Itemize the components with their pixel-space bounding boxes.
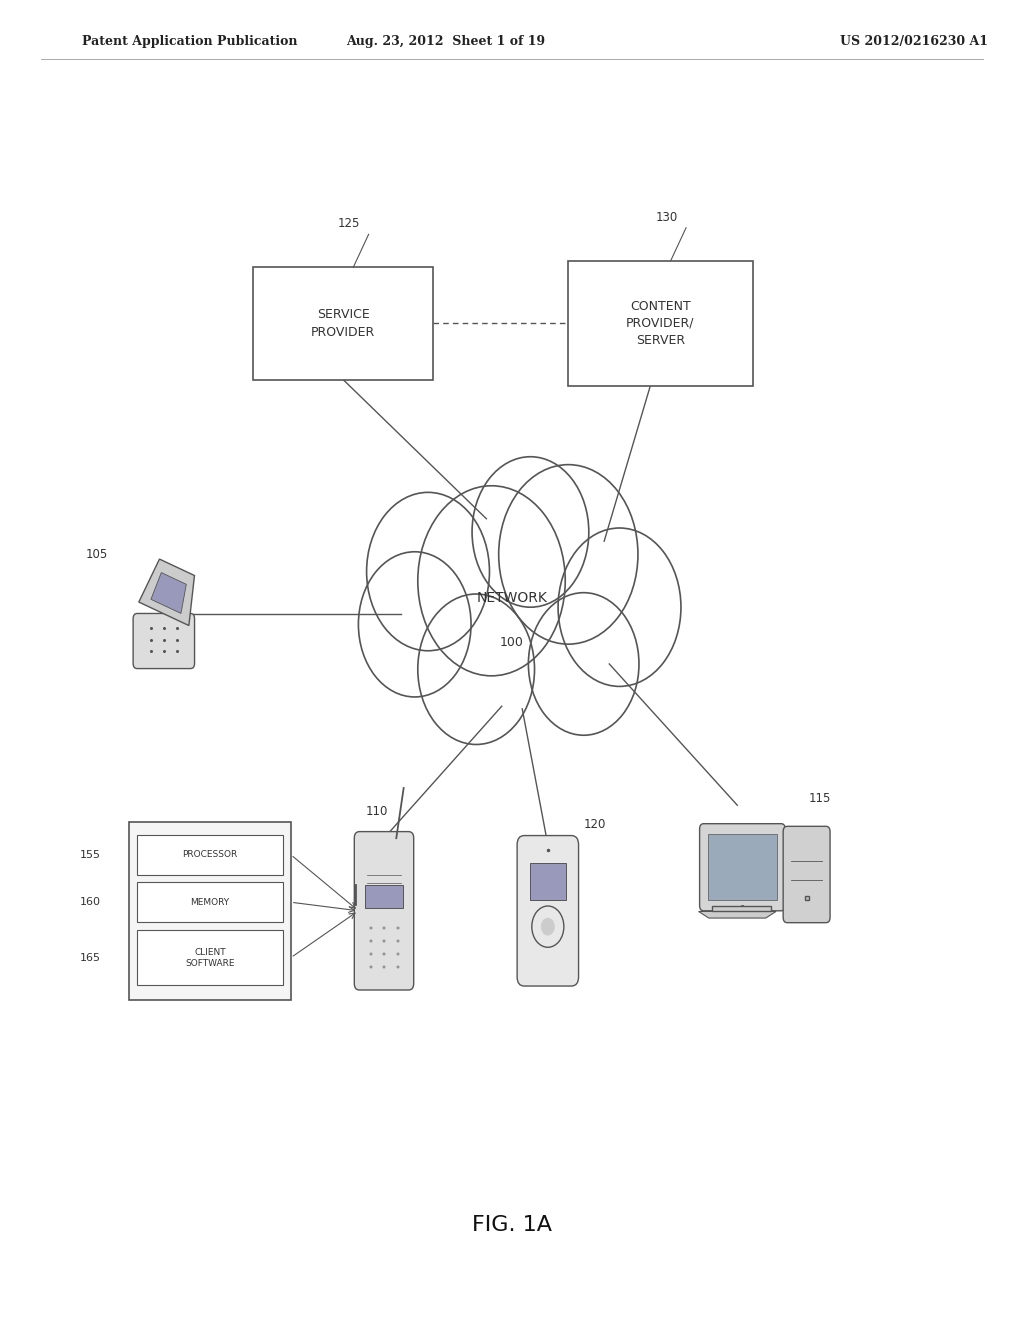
Circle shape	[528, 593, 639, 735]
Text: US 2012/0216230 A1: US 2012/0216230 A1	[840, 34, 988, 48]
FancyBboxPatch shape	[254, 267, 432, 380]
Text: 120: 120	[584, 818, 606, 832]
FancyBboxPatch shape	[366, 884, 402, 908]
FancyBboxPatch shape	[137, 836, 283, 875]
FancyBboxPatch shape	[783, 826, 830, 923]
Circle shape	[418, 594, 535, 744]
FancyBboxPatch shape	[530, 863, 565, 900]
Text: 130: 130	[655, 211, 678, 223]
Text: 115: 115	[809, 792, 831, 805]
FancyBboxPatch shape	[708, 834, 777, 900]
Polygon shape	[151, 573, 186, 614]
Text: Aug. 23, 2012  Sheet 1 of 19: Aug. 23, 2012 Sheet 1 of 19	[346, 34, 545, 48]
FancyBboxPatch shape	[354, 832, 414, 990]
FancyBboxPatch shape	[699, 824, 785, 911]
Text: MEMORY: MEMORY	[190, 898, 229, 907]
Text: FIG. 1A: FIG. 1A	[472, 1214, 552, 1236]
Circle shape	[358, 552, 471, 697]
Polygon shape	[698, 911, 776, 919]
Text: 165: 165	[79, 953, 100, 962]
FancyBboxPatch shape	[517, 836, 579, 986]
Circle shape	[558, 528, 681, 686]
Text: 125: 125	[338, 218, 360, 230]
FancyBboxPatch shape	[133, 614, 195, 668]
Circle shape	[542, 919, 554, 935]
Text: 160: 160	[79, 898, 100, 907]
Text: 155: 155	[79, 850, 100, 859]
Text: NETWORK: NETWORK	[476, 591, 548, 605]
FancyBboxPatch shape	[137, 882, 283, 921]
FancyBboxPatch shape	[129, 821, 291, 1001]
Text: 105: 105	[86, 548, 109, 561]
Text: CLIENT
SOFTWARE: CLIENT SOFTWARE	[185, 948, 234, 968]
Text: 100: 100	[500, 636, 524, 649]
Text: 110: 110	[366, 805, 388, 818]
Circle shape	[472, 457, 589, 607]
Text: Patent Application Publication: Patent Application Publication	[82, 34, 297, 48]
FancyBboxPatch shape	[137, 929, 283, 985]
FancyBboxPatch shape	[568, 261, 753, 385]
Circle shape	[499, 465, 638, 644]
Text: CONTENT
PROVIDER/
SERVER: CONTENT PROVIDER/ SERVER	[627, 300, 694, 347]
Text: PROCESSOR: PROCESSOR	[182, 850, 238, 859]
Text: SERVICE
PROVIDER: SERVICE PROVIDER	[311, 308, 375, 339]
Polygon shape	[139, 560, 195, 626]
Circle shape	[418, 486, 565, 676]
FancyBboxPatch shape	[713, 906, 771, 911]
Circle shape	[367, 492, 489, 651]
